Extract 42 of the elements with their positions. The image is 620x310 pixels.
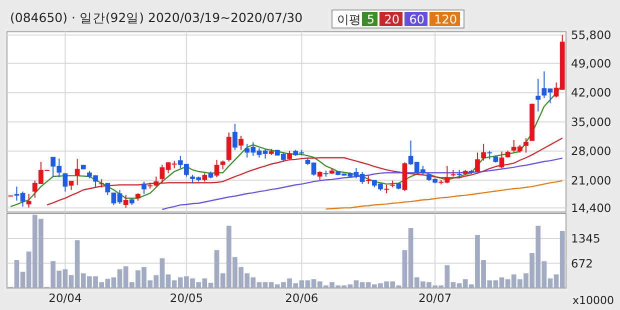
candlestick [232,123,238,150]
text: 60 [409,12,424,26]
x-tick-label: 20/04 [48,291,82,305]
candlestick [287,150,292,160]
y-tick-label: 49,000 [571,56,612,70]
candlestick [536,78,541,112]
line-series [162,158,563,210]
candlestick [62,172,68,192]
y-tick-label: 21,000 [571,173,612,188]
candlestick [524,138,528,154]
legend-title: 이평 [337,12,361,26]
candlestick [142,181,146,194]
candlestick [499,151,504,169]
candlestick [456,169,462,179]
candlestick [74,158,80,186]
text: x10000 [572,294,614,307]
x-tick-label: 20/05 [170,291,204,305]
chart-title: (084650) · 일간(92일) 2020/03/19~2020/07/30 [10,10,303,25]
y-tick-label: 672 [571,256,593,270]
text: 5 [366,12,374,26]
x-tick-label: 20/07 [418,291,452,305]
x-tick-label: 20/06 [285,291,318,305]
candlestick [366,175,371,184]
y-tick-label: 55,800 [571,28,612,42]
line-series [46,138,563,206]
line-series [325,180,563,210]
candlestick [105,182,110,196]
y-tick-label: 42,000 [571,86,612,100]
text: 120 [434,12,457,26]
y-tick-label: 14,400 [571,200,612,215]
y-tick-label: 35,000 [571,114,612,129]
candlestick [154,176,159,188]
y-tick-label: 1345 [571,232,600,246]
candlestick [214,159,220,178]
candlestick [475,152,480,173]
candlestick [238,135,244,150]
candlestick [481,143,486,162]
candlestick [226,132,232,162]
candlestick [123,194,128,208]
candlestick [26,193,32,208]
y-tick-label: 28,000 [571,144,612,158]
text: 20 [384,12,400,26]
